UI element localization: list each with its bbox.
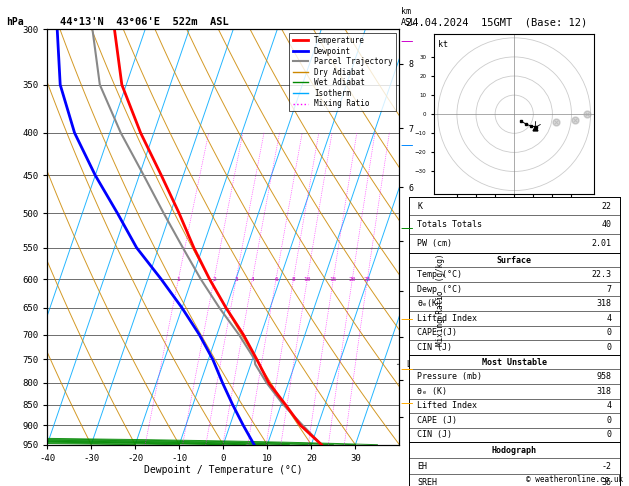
Text: 20: 20 <box>348 277 356 281</box>
Text: hPa: hPa <box>6 17 24 27</box>
Text: Lifted Index: Lifted Index <box>417 401 477 410</box>
Y-axis label: km
ASL: km ASL <box>416 237 431 256</box>
Text: © weatheronline.co.uk: © weatheronline.co.uk <box>526 474 623 484</box>
Text: Temp (°C): Temp (°C) <box>417 270 462 279</box>
Legend: Temperature, Dewpoint, Parcel Trajectory, Dry Adiabat, Wet Adiabat, Isotherm, Mi: Temperature, Dewpoint, Parcel Trajectory… <box>289 33 396 111</box>
Text: 7: 7 <box>606 285 611 294</box>
Text: -2: -2 <box>601 462 611 471</box>
Text: —: — <box>401 222 413 235</box>
Text: 3: 3 <box>234 277 238 281</box>
Text: CIN (J): CIN (J) <box>417 431 452 439</box>
Text: 8: 8 <box>292 277 296 281</box>
Text: LCL: LCL <box>406 360 420 369</box>
Text: Surface: Surface <box>497 256 532 264</box>
Text: EH: EH <box>417 462 427 471</box>
Text: 0: 0 <box>606 416 611 425</box>
Text: —: — <box>401 139 413 152</box>
X-axis label: Dewpoint / Temperature (°C): Dewpoint / Temperature (°C) <box>144 466 303 475</box>
Text: SREH: SREH <box>417 478 437 486</box>
Text: K: K <box>417 202 422 210</box>
Text: CAPE (J): CAPE (J) <box>417 329 457 337</box>
Text: Hodograph: Hodograph <box>492 446 537 455</box>
Text: 6: 6 <box>274 277 278 281</box>
Text: Most Unstable: Most Unstable <box>482 358 547 366</box>
Text: 4: 4 <box>606 314 611 323</box>
Text: 15: 15 <box>330 277 337 281</box>
Text: 0: 0 <box>606 431 611 439</box>
Text: —: — <box>401 313 413 327</box>
Text: 22.3: 22.3 <box>591 270 611 279</box>
Text: 36: 36 <box>601 478 611 486</box>
Text: Lifted Index: Lifted Index <box>417 314 477 323</box>
Text: 2: 2 <box>212 277 216 281</box>
Text: Totals Totals: Totals Totals <box>417 220 482 229</box>
Text: θₑ (K): θₑ (K) <box>417 387 447 396</box>
Text: 4: 4 <box>250 277 254 281</box>
Text: Dewp (°C): Dewp (°C) <box>417 285 462 294</box>
Text: 318: 318 <box>596 387 611 396</box>
Text: —: — <box>401 364 413 376</box>
Text: 0: 0 <box>606 343 611 352</box>
Text: 22: 22 <box>601 202 611 210</box>
Text: 25: 25 <box>364 277 371 281</box>
Text: 0: 0 <box>606 329 611 337</box>
Text: kt: kt <box>438 40 448 49</box>
Text: PW (cm): PW (cm) <box>417 239 452 248</box>
Text: —: — <box>401 35 413 48</box>
Text: 40: 40 <box>601 220 611 229</box>
Text: 1: 1 <box>177 277 181 281</box>
Text: 4: 4 <box>606 401 611 410</box>
Text: CIN (J): CIN (J) <box>417 343 452 352</box>
Text: 318: 318 <box>596 299 611 308</box>
Text: 44°13'N  43°06'E  522m  ASL: 44°13'N 43°06'E 522m ASL <box>60 17 228 27</box>
Text: Mixing Ratio  (g/kg): Mixing Ratio (g/kg) <box>436 253 445 346</box>
Text: 24.04.2024  15GMT  (Base: 12): 24.04.2024 15GMT (Base: 12) <box>406 17 587 27</box>
Text: 10: 10 <box>304 277 311 281</box>
Text: 2.01: 2.01 <box>591 239 611 248</box>
Text: CAPE (J): CAPE (J) <box>417 416 457 425</box>
Text: Pressure (mb): Pressure (mb) <box>417 372 482 381</box>
Text: θₑ(K): θₑ(K) <box>417 299 442 308</box>
Text: 958: 958 <box>596 372 611 381</box>
Text: km
ASL: km ASL <box>401 7 416 27</box>
Text: —: — <box>401 397 413 410</box>
